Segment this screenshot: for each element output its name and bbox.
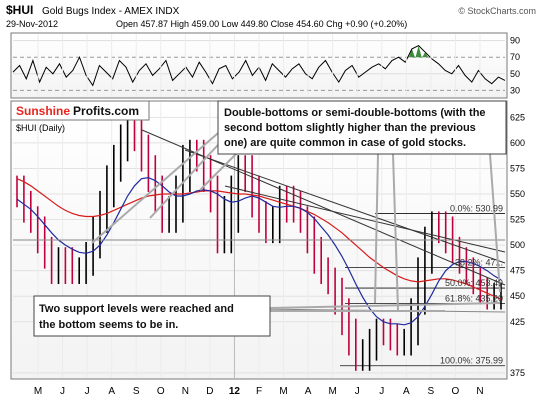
rsi-overbought-fill xyxy=(408,45,429,58)
fib-label-2: 50.0%: 453.49 xyxy=(445,278,503,288)
annotation-top-line-3: one) are quite common in case of gold st… xyxy=(224,137,466,149)
price-bars xyxy=(16,119,502,371)
x-tick-9: F xyxy=(256,386,262,397)
rsi-tick-30: 30 xyxy=(510,85,520,95)
x-tick-15: A xyxy=(403,386,410,397)
price-tick-600: 600 xyxy=(510,138,525,148)
x-tick-4: S xyxy=(133,386,140,397)
price-tick-450: 450 xyxy=(510,291,525,301)
x-tick-11: A xyxy=(305,386,312,397)
annotation-top-line-1: Double-bottoms or semi-double-bottoms (w… xyxy=(224,107,486,119)
x-tick-16: S xyxy=(428,386,435,397)
x-tick-17: O xyxy=(452,386,460,397)
panel-label: $HUI (Daily) xyxy=(16,123,65,133)
source-label: © StockCharts.com xyxy=(458,6,536,16)
trend-line-2 xyxy=(184,149,506,264)
chart-date: 29-Nov-2012 xyxy=(6,19,58,29)
price-tick-575: 575 xyxy=(510,163,525,173)
ma50-line xyxy=(16,176,502,326)
rsi-tick-90: 90 xyxy=(510,36,520,46)
brand-part2: Profits.com xyxy=(73,104,139,118)
chart-name: Gold Bugs Index - AMEX INDX xyxy=(42,6,180,17)
price-tick-475: 475 xyxy=(510,266,525,276)
fib-label-4: 100.0%: 375.99 xyxy=(440,356,503,366)
pointer-4 xyxy=(374,153,379,304)
price-tick-625: 625 xyxy=(510,112,525,122)
x-tick-3: A xyxy=(108,386,115,397)
annotation-top-line-2: second bottom slightly higher than the p… xyxy=(224,122,476,134)
price-tick-525: 525 xyxy=(510,215,525,225)
x-tick-7: D xyxy=(206,386,213,397)
x-tick-5: O xyxy=(157,386,165,397)
rsi-tick-70: 70 xyxy=(510,52,520,62)
x-tick-6: N xyxy=(182,386,189,397)
x-tick-13: J xyxy=(355,386,360,397)
pointer-5 xyxy=(392,153,399,311)
price-tick-375: 375 xyxy=(510,368,525,378)
price-tick-425: 425 xyxy=(510,317,525,327)
annotation-bottom-line-1: Two support levels were reached and xyxy=(39,303,234,315)
pointer-8 xyxy=(269,302,501,309)
annotation-bottom-line-2: the bottom seems to be in. xyxy=(39,319,178,331)
rsi-tick-labels: 30 50 70 90 xyxy=(510,36,520,96)
x-tick-1: J xyxy=(60,386,65,397)
rsi-tick-50: 50 xyxy=(510,69,520,79)
x-tick-14: J xyxy=(379,386,384,397)
x-tick-labels: M J J A S O N D 12 F M A M J J A S O N xyxy=(34,386,484,397)
fib-label-3: 61.8%: 435.20 xyxy=(445,293,503,303)
price-tick-500: 500 xyxy=(510,240,525,250)
ma200-line xyxy=(16,178,502,300)
chart-symbol: $HUI xyxy=(6,3,33,17)
x-tick-8: 12 xyxy=(229,386,241,397)
chart-ohlc: Open 457.87 High 459.00 Low 449.80 Close… xyxy=(116,19,407,29)
brand-logo: Sunshine Profits.com xyxy=(16,104,139,118)
x-tick-2: J xyxy=(85,386,90,397)
brand-part1: Sunshine xyxy=(16,104,70,118)
fib-label-0: 0.0%: 530.99 xyxy=(450,203,503,213)
x-tick-0: M xyxy=(34,386,42,397)
x-tick-18: N xyxy=(476,386,483,397)
pointer-6 xyxy=(489,153,501,293)
fib-labels: 0.0%: 530.99 38.2%: 47... 50.0%: 453.49 61.… xyxy=(440,203,503,365)
x-tick-12: M xyxy=(328,386,336,397)
annotation-top-box xyxy=(217,100,507,155)
pointer-2 xyxy=(149,131,231,219)
x-tick-10: M xyxy=(279,386,287,397)
brand-box xyxy=(10,100,150,121)
annotation-bottom-box xyxy=(33,295,271,337)
trend-line-3 xyxy=(224,185,506,253)
price-tick-labels: 375 425 450 475 500 525 550 575 600 625 xyxy=(510,112,525,378)
pointer-1 xyxy=(91,126,226,244)
fib-label-1: 38.2%: 47... xyxy=(455,258,503,268)
price-tick-550: 550 xyxy=(510,189,525,199)
